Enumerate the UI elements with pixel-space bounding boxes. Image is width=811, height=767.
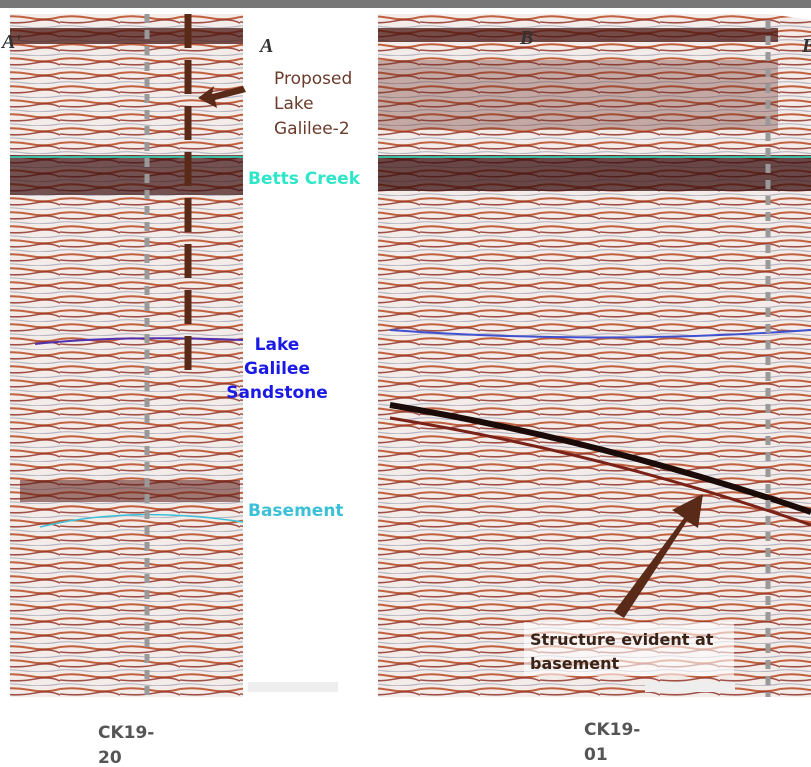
section-end-label: B [519,27,533,49]
well-label: Galilee-2 [274,119,350,139]
horizon-label: Betts Creek [248,169,361,189]
reflector [378,155,811,191]
scale-bar [645,682,735,692]
reflector [10,28,243,44]
reflector [10,155,243,195]
top-bar [0,0,811,8]
horizon-label: Galilee [244,359,310,379]
scale-bar [248,682,338,692]
line-name: 01 [584,745,608,765]
section-end-label: A' [0,31,21,53]
seismic-section [10,14,243,697]
annotation: basement [530,654,620,673]
line-name: 20 [98,748,122,767]
horizon-label: Basement [248,501,344,521]
section-end-label: A [258,35,273,57]
horizon-label: Sandstone [226,383,328,403]
reflector [378,60,778,130]
well-label: Lake [274,94,314,114]
line-name: CK19- [98,723,154,743]
section-end-label: B [801,35,811,57]
figure: A' AProposed Lake Galilee-2 CK19- 20 B B Structu… [0,0,811,767]
annotation: Structure evident at [530,630,714,649]
horizon-label: Lake [255,335,300,355]
line-name: CK19- [584,720,640,740]
well-label: Proposed [274,69,352,89]
reflector [378,28,778,42]
reflector [20,480,240,502]
